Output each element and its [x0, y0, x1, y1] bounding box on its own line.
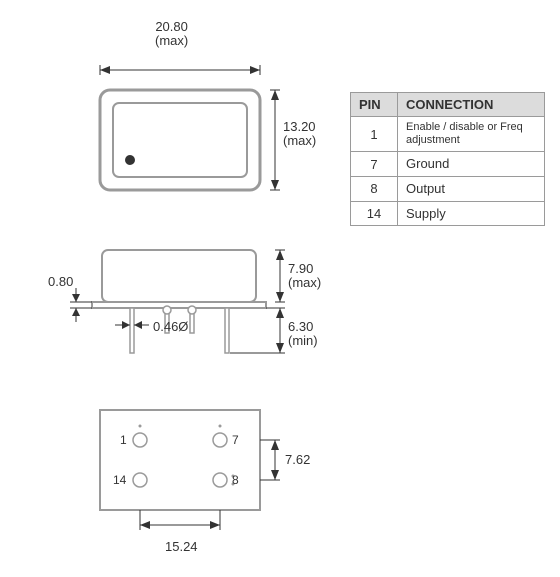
pin-7-label: 7 [232, 433, 239, 447]
side-view-diagram [30, 230, 330, 370]
side-body-height-label: 7.90(max) [288, 262, 321, 291]
top-width-label: 20.80(max) [155, 20, 188, 49]
bottom-view-diagram: 1 7 14 8 [60, 390, 360, 560]
pin-1-label: 1 [120, 433, 127, 447]
bottom-pitch-y-label: 7.62 [285, 453, 310, 467]
table-header-connection: CONNECTION [398, 93, 545, 117]
pin-connection-table: PIN CONNECTION 1 Enable / disable or Fre… [350, 92, 545, 226]
table-row: 1 Enable / disable or Freq adjustment [351, 117, 545, 152]
table-header-pin: PIN [351, 93, 398, 117]
side-lead-dia-label: 0.46Ø [153, 320, 188, 334]
table-row: 14 Supply [351, 201, 545, 226]
side-lead-length-label: 6.30(min) [288, 320, 318, 349]
pin-14-label: 14 [113, 473, 127, 487]
bottom-pitch-x-label: 15.24 [165, 540, 198, 554]
table-row: 7 Ground [351, 152, 545, 177]
top-height-label: 13.20(max) [283, 120, 316, 149]
table-row: 8 Output [351, 176, 545, 201]
pin-8-label: 8 [232, 473, 239, 487]
side-base-thickness-label: 0.80 [48, 275, 73, 289]
